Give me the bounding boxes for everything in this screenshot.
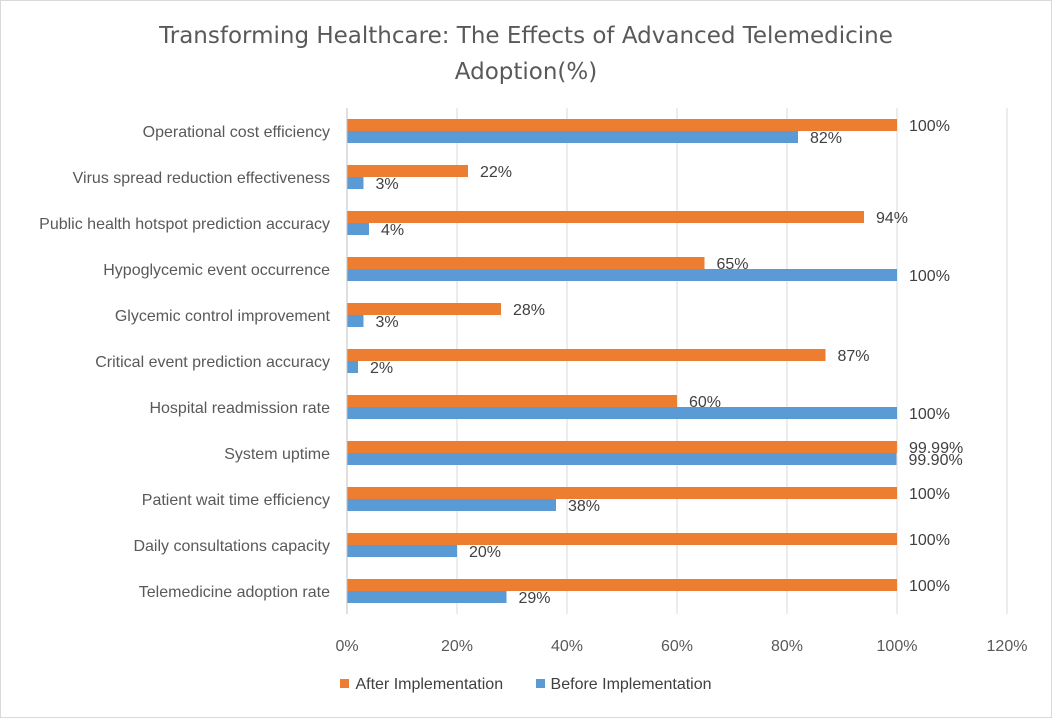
chart-title-line-2: Adoption(%) bbox=[454, 59, 598, 85]
category-label: Public health hotspot prediction accurac… bbox=[39, 216, 330, 233]
bar-after bbox=[347, 533, 897, 545]
data-label-before: 100% bbox=[909, 268, 950, 285]
data-label-after: 94% bbox=[876, 210, 908, 227]
bar-after bbox=[347, 349, 826, 361]
category-label: Hospital readmission rate bbox=[149, 400, 330, 417]
legend-item-after: After Implementation bbox=[340, 676, 503, 694]
bar-before bbox=[347, 315, 364, 327]
x-tick-label: 0% bbox=[335, 638, 358, 655]
bar-before bbox=[347, 591, 507, 603]
data-label-after: 87% bbox=[838, 348, 870, 365]
chart-title-line-1: Transforming Healthcare: The Effects of … bbox=[159, 23, 893, 49]
bar-before bbox=[347, 453, 897, 465]
data-label-before: 2% bbox=[370, 360, 393, 377]
bar-before bbox=[347, 131, 798, 143]
data-label-after: 22% bbox=[480, 164, 512, 181]
bar-before bbox=[347, 407, 897, 419]
category-label: Hypoglycemic event occurrence bbox=[103, 262, 330, 279]
data-label-before: 20% bbox=[469, 544, 501, 561]
bar-after bbox=[347, 487, 897, 499]
bar-after bbox=[347, 579, 897, 591]
bar-after bbox=[347, 441, 897, 453]
bar-before bbox=[347, 177, 364, 189]
data-label-after: 65% bbox=[717, 256, 749, 273]
data-label-before: 99.90% bbox=[908, 452, 962, 469]
data-label-after: 100% bbox=[909, 532, 950, 549]
x-tick-label: 20% bbox=[441, 638, 473, 655]
category-label: Operational cost efficiency bbox=[143, 124, 330, 141]
bar-before bbox=[347, 545, 457, 557]
chart-legend: After Implementation Before Implementati… bbox=[0, 676, 1052, 694]
data-label-after: 100% bbox=[909, 118, 950, 135]
data-label-before: 100% bbox=[909, 406, 950, 423]
bar-after bbox=[347, 303, 501, 315]
bar-after bbox=[347, 395, 677, 407]
x-tick-label: 100% bbox=[877, 638, 918, 655]
data-label-after: 60% bbox=[689, 394, 721, 411]
data-label-after: 100% bbox=[909, 486, 950, 503]
legend-label-after: After Implementation bbox=[355, 676, 504, 693]
data-label-before: 29% bbox=[519, 590, 551, 607]
category-label: Critical event prediction accuracy bbox=[95, 354, 330, 371]
data-label-before: 38% bbox=[568, 498, 600, 515]
bar-after bbox=[347, 211, 864, 223]
legend-item-before: Before Implementation bbox=[535, 676, 712, 694]
bar-after bbox=[347, 119, 897, 131]
x-tick-label: 60% bbox=[661, 638, 693, 655]
legend-swatch-before bbox=[535, 679, 545, 688]
category-label: System uptime bbox=[224, 446, 330, 463]
chart-title: Transforming Healthcare: The Effects of … bbox=[0, 18, 1052, 90]
data-label-after: 100% bbox=[909, 578, 950, 595]
data-label-before: 4% bbox=[381, 222, 404, 239]
bar-before bbox=[347, 269, 897, 281]
category-label: Glycemic control improvement bbox=[115, 308, 331, 325]
category-label: Daily consultations capacity bbox=[133, 538, 330, 555]
bar-before bbox=[347, 361, 358, 373]
category-label: Telemedicine adoption rate bbox=[139, 584, 330, 601]
x-tick-label: 80% bbox=[771, 638, 803, 655]
data-label-after: 99.99% bbox=[909, 440, 963, 457]
bar-before bbox=[347, 223, 369, 235]
data-label-after: 28% bbox=[513, 302, 545, 319]
x-tick-label: 120% bbox=[987, 638, 1028, 655]
legend-label-before: Before Implementation bbox=[550, 676, 712, 693]
data-label-before: 3% bbox=[376, 314, 399, 331]
bar-before bbox=[347, 499, 556, 511]
bar-after bbox=[347, 165, 468, 177]
category-label: Virus spread reduction effectiveness bbox=[73, 170, 330, 187]
data-label-before: 3% bbox=[376, 176, 399, 193]
category-label: Patient wait time efficiency bbox=[142, 492, 330, 509]
legend-swatch-after bbox=[340, 679, 350, 688]
x-tick-label: 40% bbox=[551, 638, 583, 655]
data-label-before: 82% bbox=[810, 130, 842, 147]
bar-after bbox=[347, 257, 705, 269]
